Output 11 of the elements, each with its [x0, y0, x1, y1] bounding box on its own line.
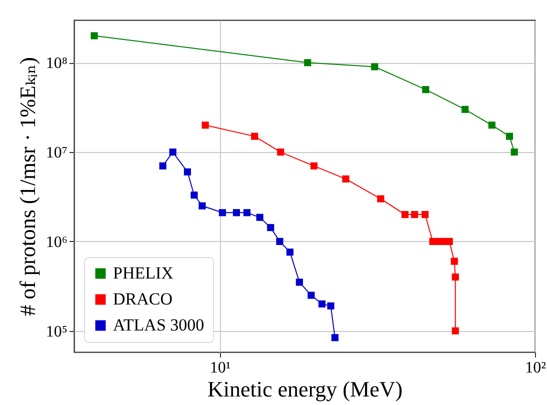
- y-tick-label: 10⁶: [46, 234, 68, 251]
- x-axis-title: Kinetic energy (MeV): [207, 376, 403, 402]
- legend-label: DRACO: [113, 290, 173, 308]
- y-axis-title: # of protons (1/msr · 1%Eₖᵢₙ): [14, 57, 40, 316]
- y-tick-label: 10⁷: [46, 144, 68, 162]
- legend-label: ATLAS 3000: [113, 316, 204, 334]
- y-tick-label: 10⁸: [46, 55, 68, 72]
- y-tick-label: 10⁵: [46, 323, 68, 340]
- legend-label: PHELIX: [113, 264, 174, 282]
- x-tick-label: 10¹: [210, 360, 231, 376]
- x-tick-label: 10²: [525, 360, 546, 376]
